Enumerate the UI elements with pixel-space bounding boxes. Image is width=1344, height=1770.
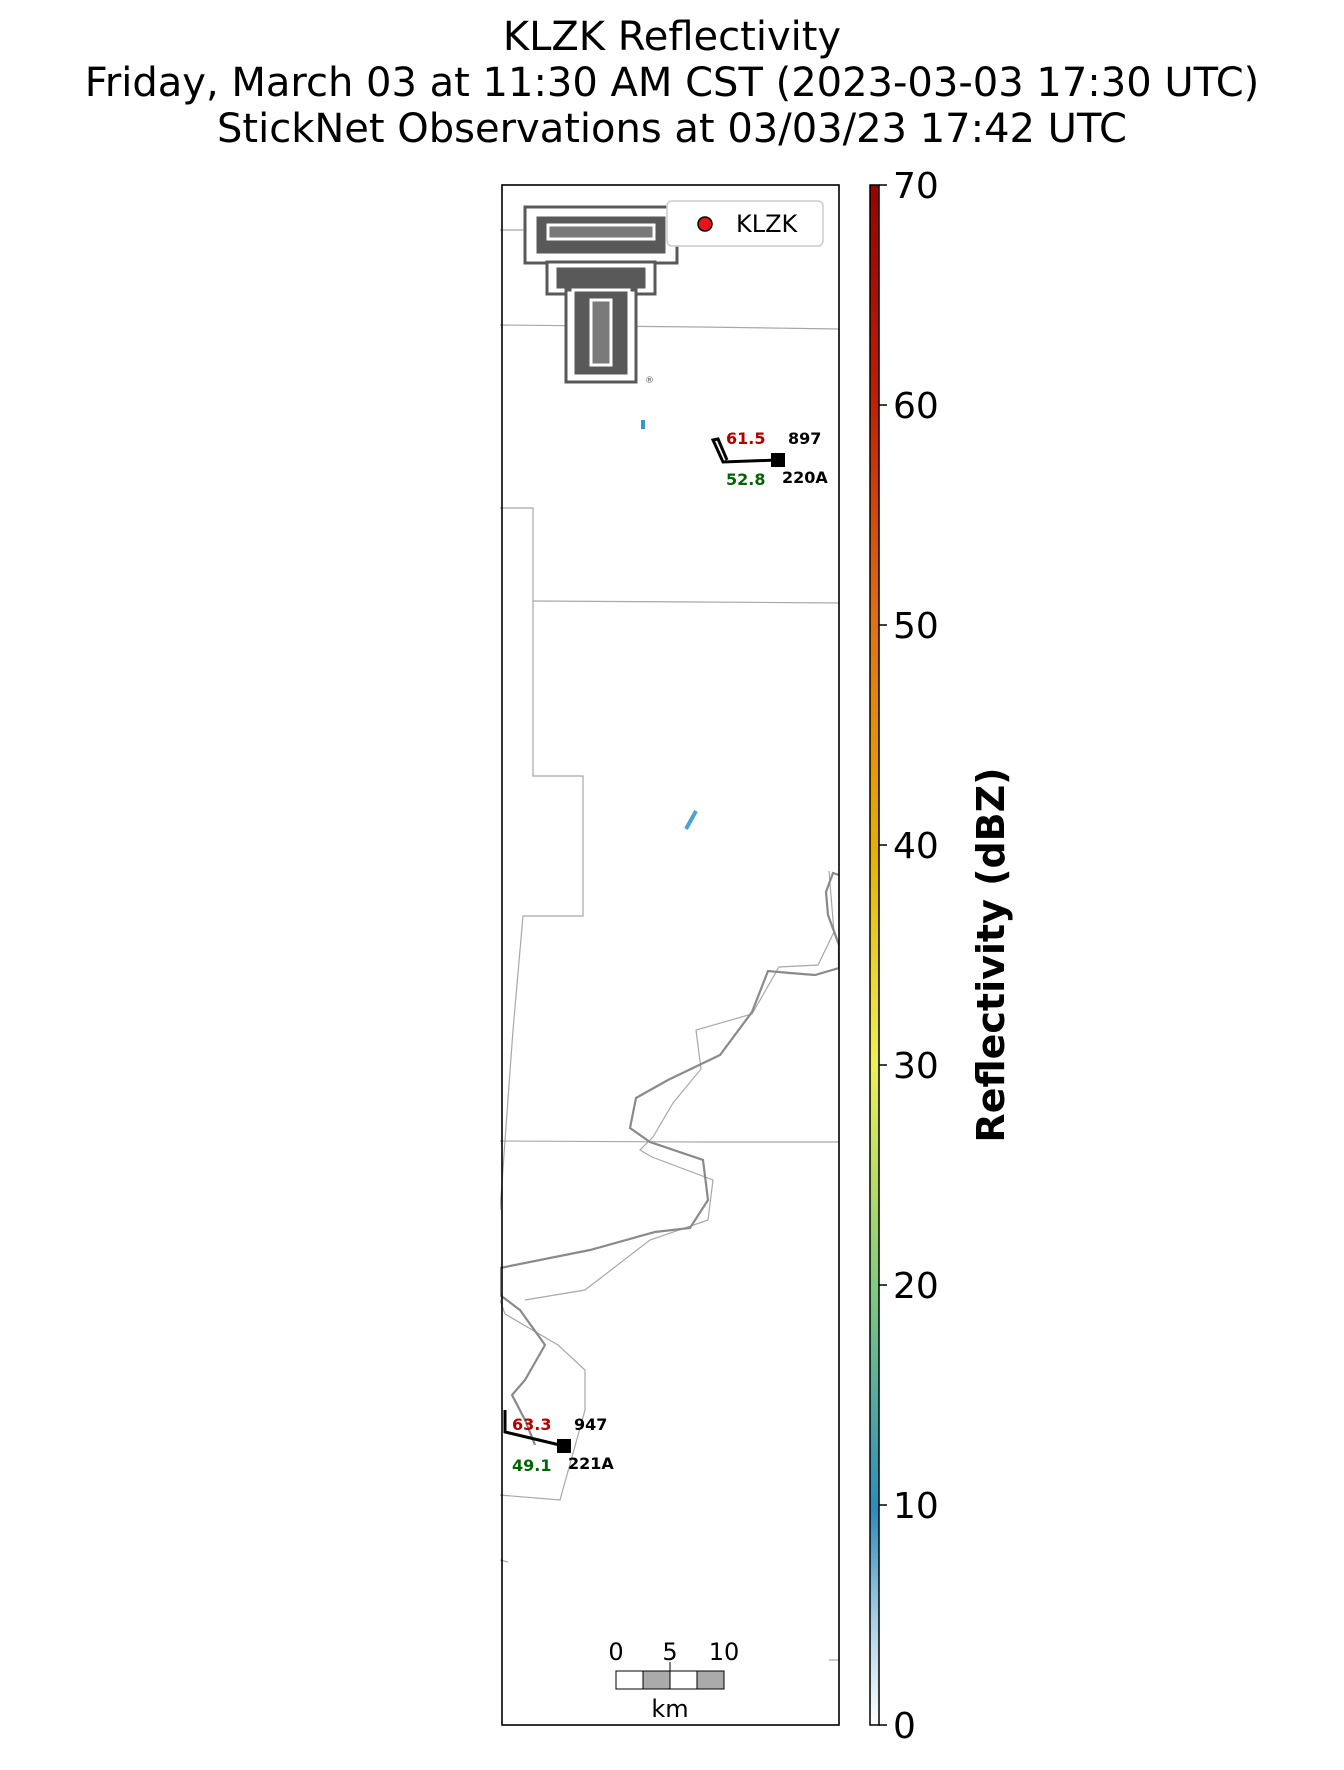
station-id: 220A — [782, 468, 828, 487]
title-line-2: Friday, March 03 at 11:30 AM CST (2023-0… — [84, 60, 1260, 106]
station-temperature: 61.5 — [726, 429, 765, 448]
station-temperature: 63.3 — [512, 1415, 551, 1434]
colorbar-tick-label: 40 — [893, 826, 939, 867]
title-line-1: KLZK Reflectivity — [502, 14, 842, 60]
scale-tick-0: 0 — [608, 1638, 623, 1666]
station-dewpoint: 52.8 — [726, 470, 765, 489]
legend: KLZK — [666, 200, 824, 247]
colorbar-tick-label: 30 — [893, 1046, 939, 1087]
stations-layer: 61.5 897 52.8 220A 63.3 947 49.1 221A — [503, 429, 828, 1475]
map-frame — [501, 184, 840, 1726]
svg-text:®: ® — [645, 376, 654, 386]
colorbar: 0 10 20 30 40 50 60 70 Reflectivity (dBZ) — [869, 166, 1013, 1747]
station-plot: 63.3 947 49.1 221A — [503, 1410, 614, 1475]
wind-barb — [710, 437, 779, 464]
map-panel: ® 61.5 897 52.8 220A 63.3 947 49.1 221A 0 5 10 … — [500, 200, 839, 1723]
colorbar-tick-label: 20 — [893, 1266, 939, 1307]
texas-tech-double-t-logo: ® — [523, 205, 679, 386]
legend-label: KLZK — [736, 210, 799, 238]
station-pressure: 947 — [574, 1415, 607, 1434]
station-marker — [771, 453, 785, 467]
station-id: 221A — [568, 1454, 614, 1473]
wind-barb — [503, 1410, 565, 1448]
scale-tick-5: 5 — [662, 1638, 677, 1666]
colorbar-tick-label: 10 — [893, 1486, 939, 1527]
scale-tick-10: 10 — [709, 1638, 740, 1666]
colorbar-tick-label: 0 — [893, 1706, 916, 1747]
station-pressure: 897 — [788, 429, 821, 448]
colorbar-label: Reflectivity (dBZ) — [969, 767, 1013, 1142]
reflectivity-echo — [684, 810, 698, 830]
colorbar-tick-label: 60 — [893, 386, 939, 427]
station-dewpoint: 49.1 — [512, 1456, 551, 1475]
station-plot: 61.5 897 52.8 220A — [710, 429, 828, 489]
colorbar-tick-label: 70 — [893, 166, 939, 207]
reflectivity-echo — [641, 420, 645, 429]
station-marker — [557, 1439, 571, 1453]
colorbar-tick-label: 50 — [893, 606, 939, 647]
scale-unit-label: km — [651, 1695, 688, 1723]
scale-bar: 0 5 10 km — [608, 1638, 739, 1723]
legend-marker-icon — [697, 216, 713, 232]
colorbar-ticks: 0 10 20 30 40 50 60 70 — [879, 166, 939, 1747]
river — [500, 871, 839, 1446]
title-line-3: StickNet Observations at 03/03/23 17:42 … — [217, 106, 1127, 152]
